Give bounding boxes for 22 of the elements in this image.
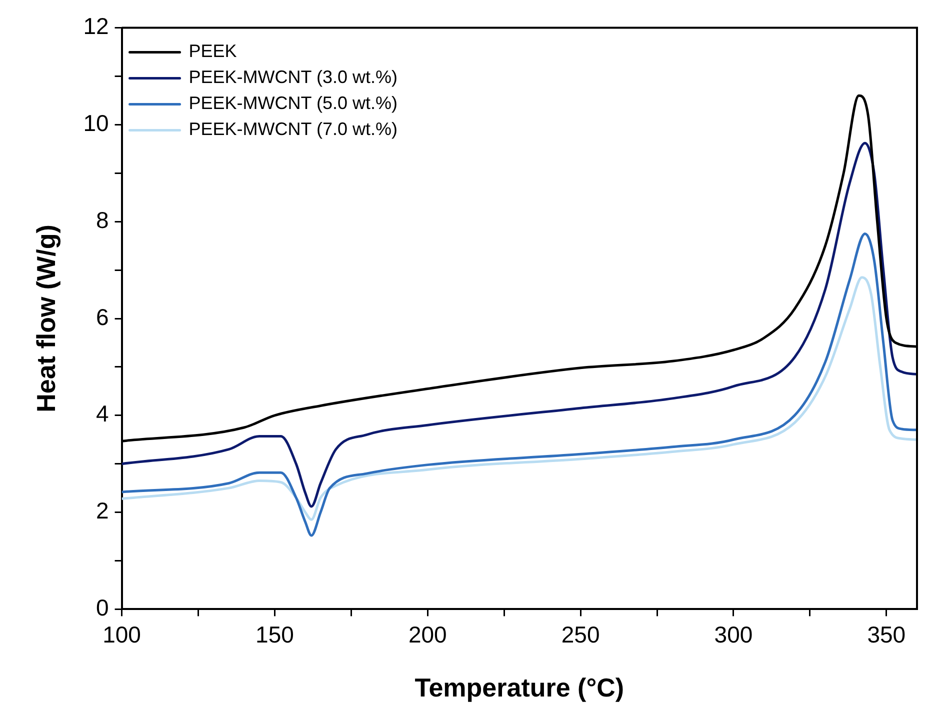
line-series <box>122 276 917 521</box>
legend-label: PEEK-MWCNT (7.0 wt.%) <box>188 119 398 140</box>
x-tick-label: 350 <box>867 621 906 648</box>
legend-label: PEEK-MWCNT (3.0 wt.%) <box>188 67 398 88</box>
legend-label: PEEK-MWCNT (5.0 wt.%) <box>188 93 398 114</box>
legend-label: PEEK <box>188 41 237 62</box>
line-series <box>122 232 917 537</box>
y-tick-label: 2 <box>96 498 109 524</box>
y-tick-label: 12 <box>83 13 109 40</box>
x-tick-label: 300 <box>714 621 753 648</box>
x-tick-label: 150 <box>256 621 294 648</box>
line-series <box>122 142 917 508</box>
x-tick-label: 250 <box>561 621 600 648</box>
y-tick-label: 6 <box>96 304 109 330</box>
x-tick-label: 200 <box>408 621 447 648</box>
y-tick-label: 4 <box>96 400 109 427</box>
y-tick-label: 8 <box>96 206 109 233</box>
y-tick-label: 0 <box>96 594 109 621</box>
x-tick-label: 100 <box>102 621 141 648</box>
x-axis-title: Temperature (°C) <box>414 672 624 703</box>
y-axis-title: Heat flow (W/g) <box>30 224 61 412</box>
y-tick-label: 10 <box>83 110 109 136</box>
